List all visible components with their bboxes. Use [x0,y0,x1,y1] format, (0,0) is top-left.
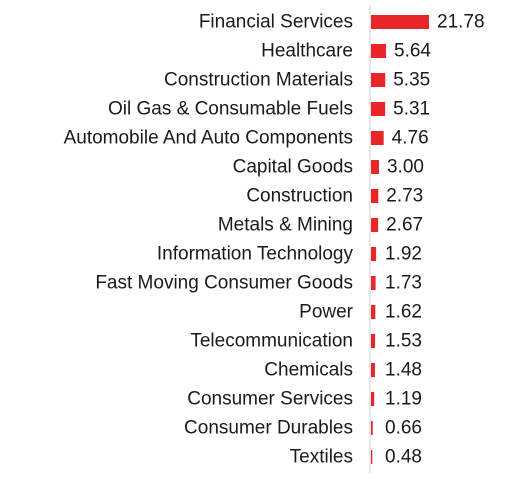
bar-row: Consumer Durables 0.66 [184,418,422,439]
bar [371,363,375,377]
bar [371,450,373,464]
bar-row: Textiles 0.48 [290,447,422,468]
category-label: Automobile And Auto Components [64,128,353,149]
value-label: 5.35 [393,70,430,91]
bar-row: Construction 2.73 [246,186,423,207]
value-label: 2.67 [386,215,423,236]
value-label: 0.66 [385,418,422,439]
category-label: Financial Services [199,12,353,33]
bar [371,334,376,348]
bar [371,247,377,261]
category-label: Power [299,302,354,323]
bar-row: Metals & Mining 2.67 [218,215,423,236]
category-label: Construction [246,186,353,207]
bar-row: Fast Moving Consumer Goods 1.73 [95,273,422,294]
bar [371,44,387,58]
category-label: Fast Moving Consumer Goods [95,273,353,294]
bar [371,102,386,116]
bar-row: Information Technology 1.92 [157,244,422,265]
bar [371,218,379,232]
bar [371,73,386,87]
bar [371,392,375,406]
value-label: 1.48 [385,360,422,381]
bar-row: Oil Gas & Consumable Fuels 5.31 [108,99,430,120]
value-label: 2.73 [386,186,423,207]
bar-row: Consumer Services 1.19 [187,389,422,410]
bar-row: Financial Services 21.78 [199,12,485,33]
value-label: 1.62 [385,302,422,323]
bar [371,131,384,145]
bar [371,189,379,203]
category-label: Textiles [290,447,353,468]
value-label: 0.48 [385,447,422,468]
value-label: 21.78 [437,12,485,33]
value-label: 5.31 [393,99,430,120]
bar [371,160,379,174]
category-label: Healthcare [261,41,353,62]
bar [371,305,376,319]
value-label: 1.19 [385,389,422,410]
value-label: 4.76 [392,128,429,149]
category-label: Capital Goods [233,157,353,178]
category-label: Construction Materials [164,70,353,91]
category-label: Consumer Services [187,389,353,410]
bar-row: Telecommunication 1.53 [190,331,422,352]
value-label: 1.73 [385,273,422,294]
category-label: Consumer Durables [184,418,353,439]
value-label: 1.53 [385,331,422,352]
bar-row: Capital Goods 3.00 [233,157,424,178]
chart-rows: Financial Services 21.78 Healthcare 5.64 Con… [64,12,485,468]
bar [371,15,429,29]
category-label: Chemicals [264,360,353,381]
bar-row: Chemicals 1.48 [264,360,422,381]
value-label: 3.00 [387,157,424,178]
value-label: 5.64 [394,41,431,62]
value-label: 1.92 [385,244,422,265]
category-label: Information Technology [157,244,354,265]
bar-row: Construction Materials 5.35 [164,70,430,91]
bar [371,276,376,290]
category-label: Oil Gas & Consumable Fuels [108,99,353,120]
category-label: Telecommunication [190,331,353,352]
bar-row: Automobile And Auto Components 4.76 [64,128,429,149]
bar-row: Healthcare 5.64 [261,41,431,62]
bar-row: Power 1.62 [299,302,422,323]
bar [371,421,373,435]
category-label: Metals & Mining [218,215,353,236]
